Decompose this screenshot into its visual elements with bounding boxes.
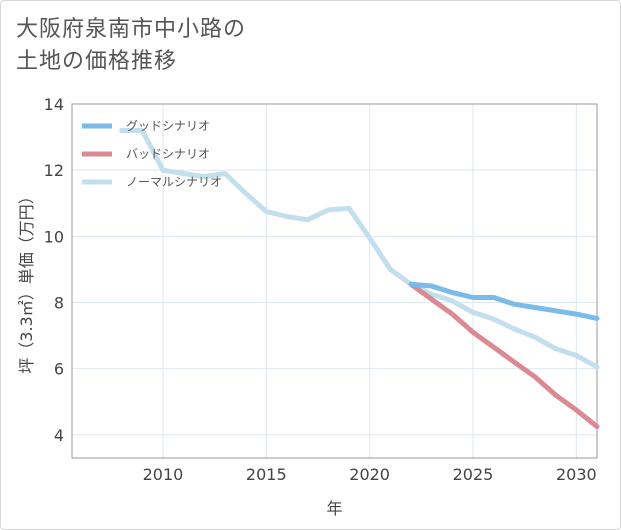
series-line-2 xyxy=(119,128,600,370)
y-tick-label-8: 8 xyxy=(54,294,64,313)
y-tick-label-6: 6 xyxy=(54,360,64,379)
chart-title-line-2: 土地の価格推移 xyxy=(16,49,178,74)
x-tick-label-2010: 2010 xyxy=(143,465,184,484)
y-axis-label: 坪（3.3㎡）単価（万円） xyxy=(17,188,36,373)
y-tick-label-4: 4 xyxy=(54,426,64,445)
x-tick-label-2015: 2015 xyxy=(246,465,287,484)
x-tick-label-2025: 2025 xyxy=(453,465,494,484)
legend-label-0: グッドシナリオ xyxy=(126,119,210,133)
x-tick-labels: 2010 2015 2020 2025 2030 xyxy=(143,465,597,484)
series-lines xyxy=(119,128,600,430)
plot-border xyxy=(71,103,598,459)
legend-label-2: ノーマルシナリオ xyxy=(126,175,222,189)
series-line-1 xyxy=(408,281,600,430)
y-tick-label-14: 14 xyxy=(44,95,64,114)
x-tick-label-2030: 2030 xyxy=(556,465,597,484)
y-tick-labels: 4 6 8 10 12 14 xyxy=(44,95,64,445)
y-tick-label-12: 12 xyxy=(44,161,64,180)
series-line-0 xyxy=(408,281,600,321)
legend-label-1: バッドシナリオ xyxy=(126,147,210,161)
chart-title: 大阪府泉南市中小路の 土地の価格推移 xyxy=(16,14,246,78)
chart-title-line-1: 大阪府泉南市中小路の xyxy=(16,17,247,42)
x-axis-label: 年 xyxy=(326,499,342,518)
x-tick-label-2020: 2020 xyxy=(349,465,390,484)
y-tick-label-10: 10 xyxy=(44,227,64,246)
